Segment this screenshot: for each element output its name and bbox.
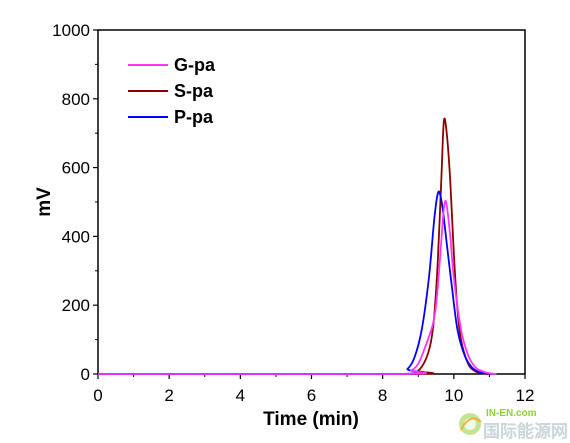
x-tick-label: 12 bbox=[516, 386, 535, 405]
legend-label: G-pa bbox=[174, 55, 216, 75]
y-tick-label: 800 bbox=[62, 90, 90, 109]
y-tick-label: 400 bbox=[62, 227, 90, 246]
legend-label: P-pa bbox=[174, 107, 214, 127]
plot-frame bbox=[97, 29, 526, 375]
legend-label: S-pa bbox=[174, 81, 214, 101]
y-tick-label: 1000 bbox=[52, 21, 90, 40]
y-tick-label: 0 bbox=[81, 365, 90, 384]
series-line-g-pa bbox=[97, 199, 497, 375]
x-tick-label: 6 bbox=[307, 386, 316, 405]
x-tick-label: 4 bbox=[236, 386, 245, 405]
y-tick-label: 600 bbox=[62, 159, 90, 178]
series-line-s-pa bbox=[97, 117, 490, 375]
watermark-small-text: IN-EN.com bbox=[486, 408, 537, 419]
x-axis-title: Time (min) bbox=[263, 409, 359, 430]
watermark: IN-EN.com 国际能源网 bbox=[459, 408, 568, 442]
axis-ticks: 0 2 4 6 8 10 12 0 200 400 600 800 1000 bbox=[52, 21, 534, 405]
watermark-logo-icon bbox=[459, 413, 482, 435]
x-tick-label: 2 bbox=[164, 386, 173, 405]
watermark-big-text: 国际能源网 bbox=[483, 421, 568, 442]
x-tick-label: 10 bbox=[444, 386, 463, 405]
y-tick-label: 200 bbox=[62, 296, 90, 315]
y-axis-title: mV bbox=[34, 187, 55, 217]
series-group bbox=[97, 117, 497, 375]
legend: G-pa S-pa P-pa bbox=[128, 55, 216, 127]
x-tick-label: 8 bbox=[378, 386, 387, 405]
x-tick-label: 0 bbox=[93, 386, 102, 405]
series-line-p-pa bbox=[97, 190, 494, 375]
